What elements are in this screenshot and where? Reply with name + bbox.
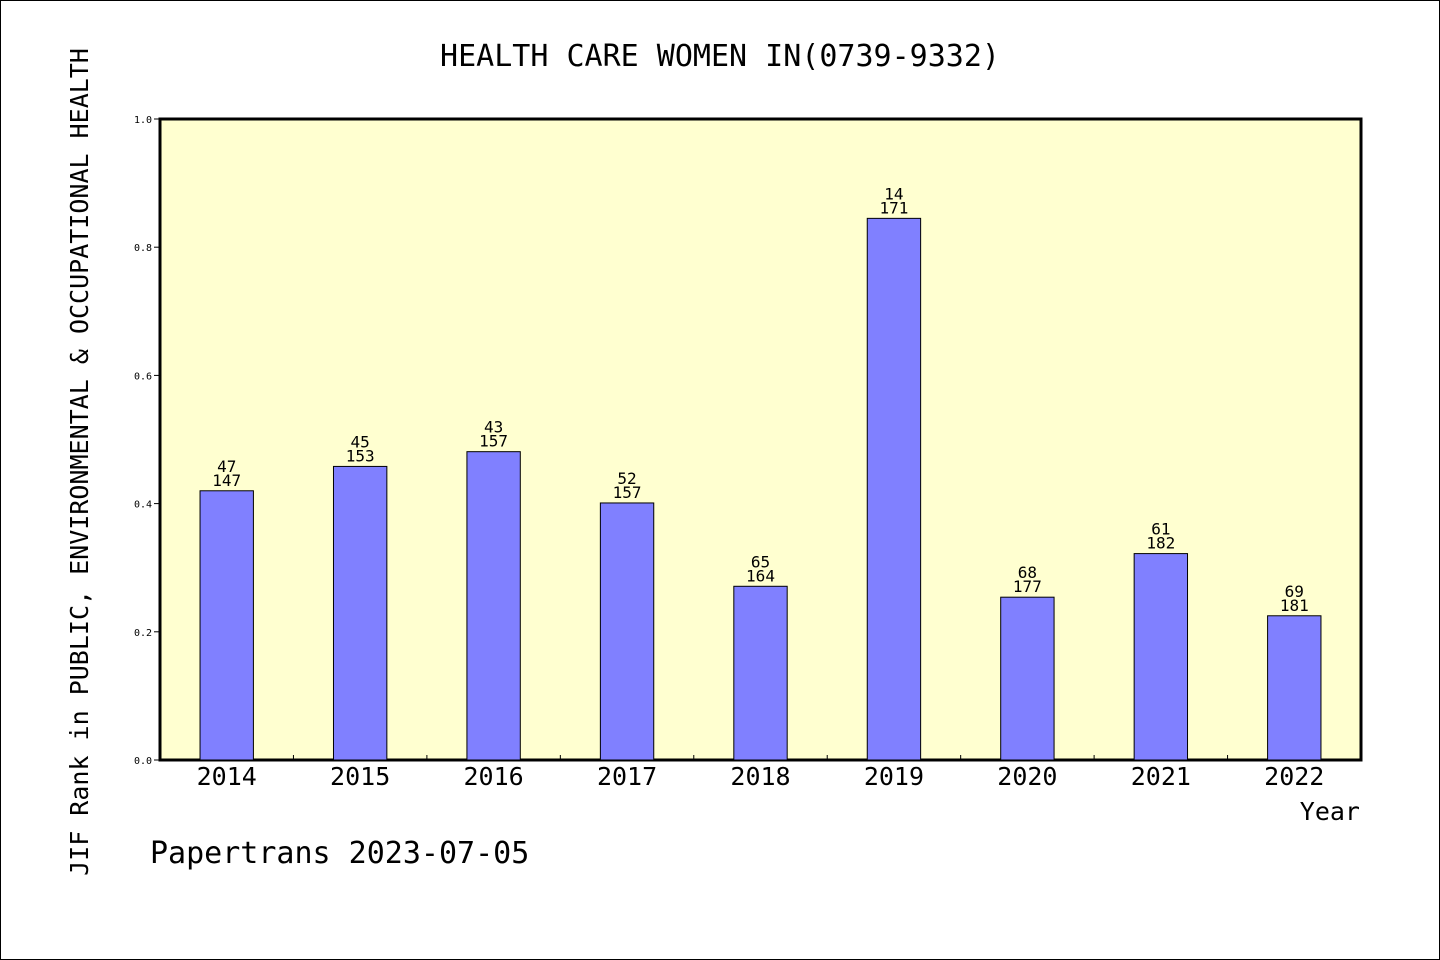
bar-rank-label: 47	[217, 457, 236, 476]
bar-rank-label: 65	[751, 552, 770, 571]
bar-2016	[466, 451, 521, 761]
x-tick-label: 2015	[330, 762, 390, 791]
x-axis-label: Year	[1300, 797, 1360, 826]
x-tick-label: 2020	[997, 762, 1057, 791]
y-tick-label: 0.4	[134, 500, 152, 511]
bar-total-label: 157	[613, 483, 642, 502]
bar-2014	[199, 490, 254, 761]
bar-rank-label: 43	[484, 418, 503, 437]
bar-rank-label: 14	[884, 184, 903, 203]
bar-2017	[599, 502, 655, 761]
x-tick-label: 2022	[1264, 762, 1324, 791]
bar-rank-label: 52	[617, 469, 636, 488]
bar-total-label: 177	[1013, 577, 1042, 596]
bar-2022	[1267, 615, 1322, 761]
y-axis-label: JIF Rank in PUBLIC, ENVIRONMENTAL & OCCU…	[65, 48, 94, 876]
bar-total-label: 147	[212, 471, 241, 490]
chart-title: HEALTH CARE WOMEN IN(0739-9332)	[440, 39, 1000, 74]
y-tick-label: 1.0	[134, 115, 152, 126]
bar-2019	[866, 217, 922, 761]
x-tick-label: 2016	[464, 762, 524, 791]
bar-total-label: 153	[346, 446, 375, 465]
bar-2020	[1000, 596, 1055, 761]
bar-total-label: 164	[746, 566, 775, 585]
x-tick-label: 2021	[1131, 762, 1191, 791]
bar-total-label: 181	[1280, 596, 1309, 615]
bar-total-label: 182	[1146, 534, 1175, 553]
bar-rank-label: 61	[1151, 520, 1170, 539]
bar-rank-label: 69	[1285, 582, 1304, 601]
bar-total-label: 157	[479, 432, 508, 451]
x-tick-label: 2019	[864, 762, 924, 791]
x-tick-label: 2018	[730, 762, 790, 791]
y-tick-label: 0.0	[134, 756, 152, 767]
bar-rank-label: 68	[1018, 563, 1037, 582]
y-tick-label: 0.6	[134, 371, 152, 382]
bar-total-label: 171	[879, 198, 908, 217]
bar-2021	[1133, 553, 1189, 761]
y-tick-label: 0.8	[134, 243, 152, 254]
bar-2018	[733, 585, 788, 761]
x-tick-label: 2014	[197, 762, 257, 791]
y-tick-label: 0.2	[134, 628, 152, 639]
x-tick-label: 2017	[597, 762, 657, 791]
footer-text: Papertrans 2023-07-05	[150, 836, 529, 871]
bar-rank-label: 45	[351, 432, 370, 451]
bar-2015	[332, 465, 388, 761]
